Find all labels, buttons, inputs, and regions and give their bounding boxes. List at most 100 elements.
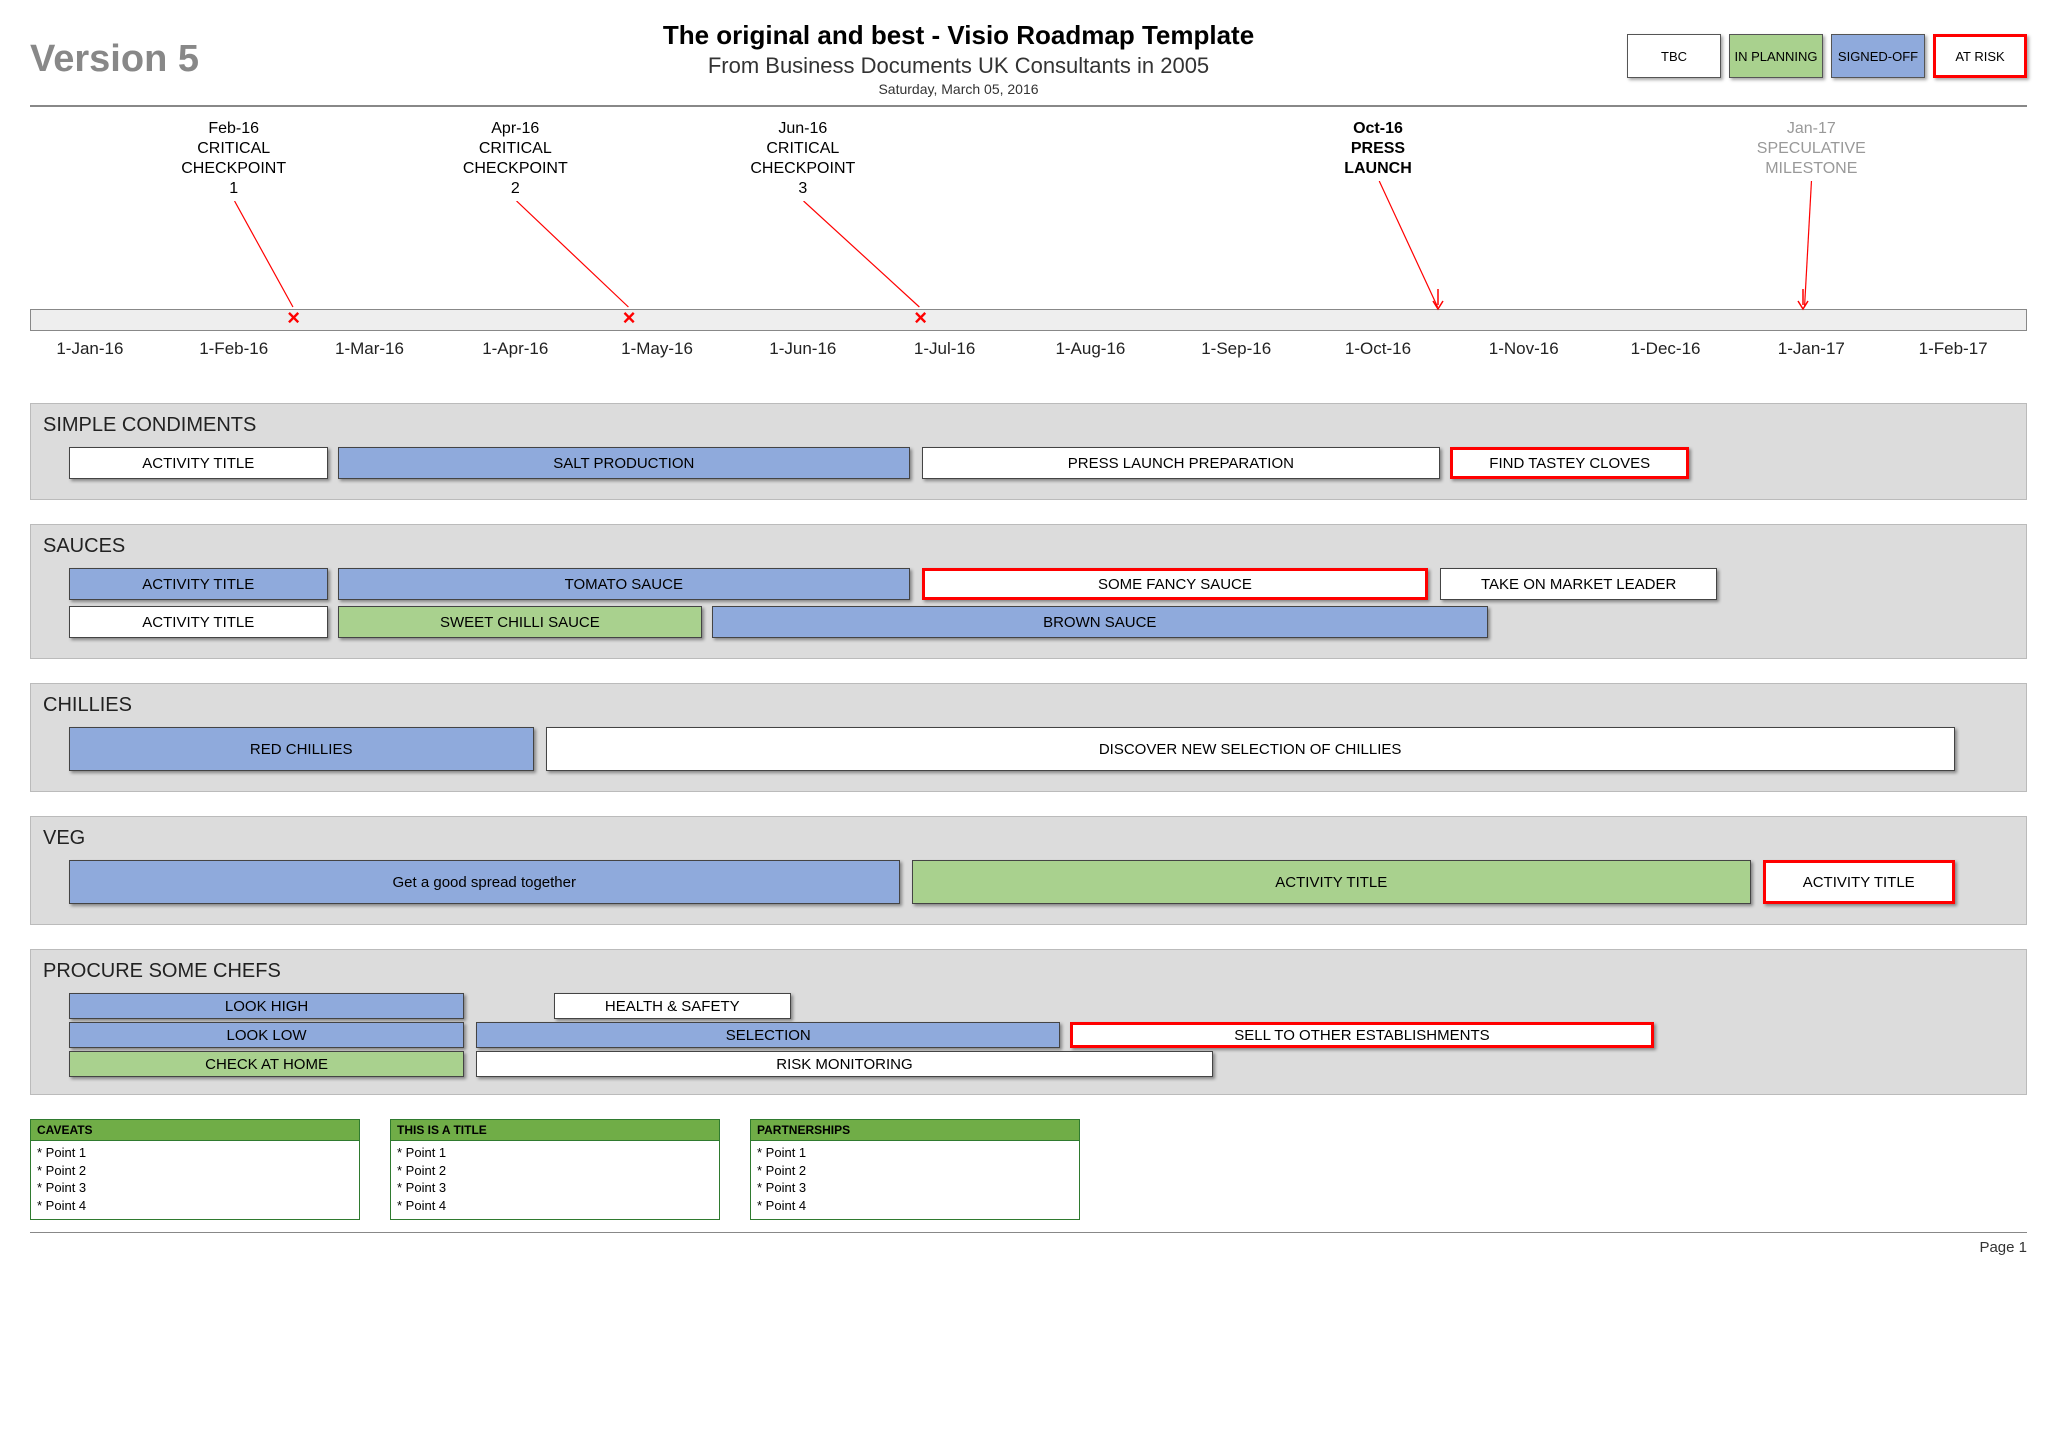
footer-box-point: * Point 1 bbox=[37, 1144, 353, 1162]
milestone: Feb-16CRITICALCHECKPOINT1 bbox=[181, 119, 286, 199]
milestone-line: Feb-16 bbox=[181, 119, 286, 139]
footer-box-point: * Point 2 bbox=[397, 1162, 713, 1180]
timeline-bar bbox=[30, 309, 2027, 331]
milestone-x-marker: × bbox=[914, 307, 927, 332]
milestone-line: SPECULATIVE bbox=[1757, 139, 1866, 159]
timeline-tick: 1-Jul-16 bbox=[914, 339, 975, 359]
milestone-line: CHECKPOINT bbox=[750, 159, 855, 179]
activity-bar: TOMATO SAUCE bbox=[338, 568, 910, 600]
timeline-tick: 1-Oct-16 bbox=[1345, 339, 1411, 359]
swimlane-title: CHILLIES bbox=[39, 692, 2018, 727]
swimlanes: SIMPLE CONDIMENTSACTIVITY TITLESALT PROD… bbox=[30, 403, 2027, 1095]
milestone-arrow-marker bbox=[1431, 289, 1445, 313]
legend-item-risk: AT RISK bbox=[1933, 34, 2027, 78]
timeline: Feb-16CRITICALCHECKPOINT1Apr-16CRITICALC… bbox=[30, 119, 2027, 399]
activity-bar: SWEET CHILLI SAUCE bbox=[338, 606, 702, 638]
activity-bar: SELECTION bbox=[476, 1022, 1060, 1048]
swimlane-title: VEG bbox=[39, 825, 2018, 860]
swimlane-row: CHECK AT HOME RISK MONITORING bbox=[39, 1051, 2018, 1077]
milestone-line: MILESTONE bbox=[1757, 159, 1866, 179]
activity-bar: CHECK AT HOME bbox=[69, 1051, 465, 1077]
activity-bar: Get a good spread together bbox=[69, 860, 900, 904]
swimlane: VEGGet a good spread together ACTIVITY TI… bbox=[30, 816, 2027, 925]
timeline-tick: 1-Dec-16 bbox=[1631, 339, 1701, 359]
swimlane: CHILLIESRED CHILLIES DISCOVER NEW SELECTI… bbox=[30, 683, 2027, 792]
footer-box-point: * Point 1 bbox=[397, 1144, 713, 1162]
swimlane-row: ACTIVITY TITLE SALT PRODUCTION PRESS LAUNC… bbox=[39, 447, 2018, 479]
footer-box-point: * Point 3 bbox=[397, 1179, 713, 1197]
activity-bar: LOOK HIGH bbox=[69, 993, 465, 1019]
footer-box-point: * Point 3 bbox=[37, 1179, 353, 1197]
activity-bar: ACTIVITY TITLE bbox=[1763, 860, 1955, 904]
swimlane-title: PROCURE SOME CHEFS bbox=[39, 958, 2018, 993]
footer-box: PARTNERSHIPS* Point 1* Point 2* Point 3*… bbox=[750, 1119, 1080, 1220]
activity-bar: ACTIVITY TITLE bbox=[912, 860, 1751, 904]
milestone-connector bbox=[515, 201, 640, 309]
swimlane-title: SAUCES bbox=[39, 533, 2018, 568]
footer-box-point: * Point 2 bbox=[37, 1162, 353, 1180]
milestone: Oct-16PRESSLAUNCH bbox=[1344, 119, 1412, 179]
activity-bar: SALT PRODUCTION bbox=[338, 447, 910, 479]
milestone-line: CRITICAL bbox=[181, 139, 286, 159]
milestone-line: 2 bbox=[463, 179, 568, 199]
legend-item-signed: SIGNED-OFF bbox=[1831, 34, 1925, 78]
title-block: The original and best - Visio Roadmap Te… bbox=[290, 20, 1627, 97]
footer-box-point: * Point 2 bbox=[757, 1162, 1073, 1180]
page-title: The original and best - Visio Roadmap Te… bbox=[290, 20, 1627, 51]
milestone-line: PRESS bbox=[1344, 139, 1412, 159]
legend: TBCIN PLANNINGSIGNED-OFFAT RISK bbox=[1627, 20, 2027, 78]
swimlane-row: LOOK HIGHHEALTH & SAFETY bbox=[39, 993, 2018, 1019]
timeline-tick: 1-Feb-17 bbox=[1919, 339, 1988, 359]
activity-bar: RED CHILLIES bbox=[69, 727, 534, 771]
swimlane: PROCURE SOME CHEFSLOOK HIGHHEALTH & SAFE… bbox=[30, 949, 2027, 1095]
swimlane-row: Get a good spread together ACTIVITY TITLE… bbox=[39, 860, 2018, 904]
footer-box-point: * Point 4 bbox=[397, 1197, 713, 1215]
header: Version 5 The original and best - Visio … bbox=[30, 20, 2027, 107]
footer-box-body: * Point 1* Point 2* Point 3* Point 4 bbox=[751, 1141, 1079, 1219]
legend-item-tbc: TBC bbox=[1627, 34, 1721, 78]
milestone-arrow-marker bbox=[1796, 289, 1810, 313]
activity-bar: DISCOVER NEW SELECTION OF CHILLIES bbox=[546, 727, 1955, 771]
milestone-line: Oct-16 bbox=[1344, 119, 1412, 139]
activity-bar: SOME FANCY SAUCE bbox=[922, 568, 1429, 600]
milestone-line: CHECKPOINT bbox=[181, 159, 286, 179]
milestone-connector bbox=[803, 201, 932, 309]
footer-box: THIS IS A TITLE* Point 1* Point 2* Point… bbox=[390, 1119, 720, 1220]
milestone-line: CHECKPOINT bbox=[463, 159, 568, 179]
milestone-line: Apr-16 bbox=[463, 119, 568, 139]
timeline-tick: 1-Aug-16 bbox=[1055, 339, 1125, 359]
page-date: Saturday, March 05, 2016 bbox=[290, 81, 1627, 97]
footer-box-title: PARTNERSHIPS bbox=[751, 1120, 1079, 1141]
milestone-line: Jun-16 bbox=[750, 119, 855, 139]
activity-bar: SELL TO OTHER ESTABLISHMENTS bbox=[1070, 1022, 1654, 1048]
activity-bar: LOOK LOW bbox=[69, 1022, 465, 1048]
milestone-line: Jan-17 bbox=[1757, 119, 1866, 139]
footer-box-point: * Point 3 bbox=[757, 1179, 1073, 1197]
timeline-tick: 1-Sep-16 bbox=[1201, 339, 1271, 359]
swimlane-title: SIMPLE CONDIMENTS bbox=[39, 412, 2018, 447]
milestone-line: 3 bbox=[750, 179, 855, 199]
timeline-tick: 1-Jun-16 bbox=[769, 339, 836, 359]
activity-bar: TAKE ON MARKET LEADER bbox=[1440, 568, 1717, 600]
footer-box-body: * Point 1* Point 2* Point 3* Point 4 bbox=[391, 1141, 719, 1219]
legend-item-planning: IN PLANNING bbox=[1729, 34, 1823, 78]
swimlane-row: ACTIVITY TITLESWEET CHILLI SAUCEBROWN SA… bbox=[39, 606, 2018, 638]
timeline-tick: 1-Jan-16 bbox=[56, 339, 123, 359]
activity-bar: RISK MONITORING bbox=[476, 1051, 1212, 1077]
milestone-line: CRITICAL bbox=[750, 139, 855, 159]
timeline-tick: 1-Nov-16 bbox=[1489, 339, 1559, 359]
footer-box-point: * Point 4 bbox=[757, 1197, 1073, 1215]
milestone-line: CRITICAL bbox=[463, 139, 568, 159]
footer-box-point: * Point 1 bbox=[757, 1144, 1073, 1162]
milestone-line: LAUNCH bbox=[1344, 159, 1412, 179]
footer-boxes: CAVEATS* Point 1* Point 2* Point 3* Poin… bbox=[30, 1119, 2027, 1220]
activity-bar: ACTIVITY TITLE bbox=[69, 447, 328, 479]
timeline-tick: 1-Jan-17 bbox=[1778, 339, 1845, 359]
swimlane-row: LOOK LOW SELECTION SELL TO OTHER ESTABLISH… bbox=[39, 1022, 2018, 1048]
page-number: Page 1 bbox=[30, 1232, 2027, 1256]
activity-bar: PRESS LAUNCH PREPARATION bbox=[922, 447, 1440, 479]
version-label: Version 5 bbox=[30, 20, 290, 81]
milestone: Jan-17SPECULATIVEMILESTONE bbox=[1757, 119, 1866, 179]
activity-bar: ACTIVITY TITLE bbox=[69, 568, 328, 600]
swimlane: SAUCESACTIVITY TITLE TOMATO SAUCE SOME FAN… bbox=[30, 524, 2027, 659]
